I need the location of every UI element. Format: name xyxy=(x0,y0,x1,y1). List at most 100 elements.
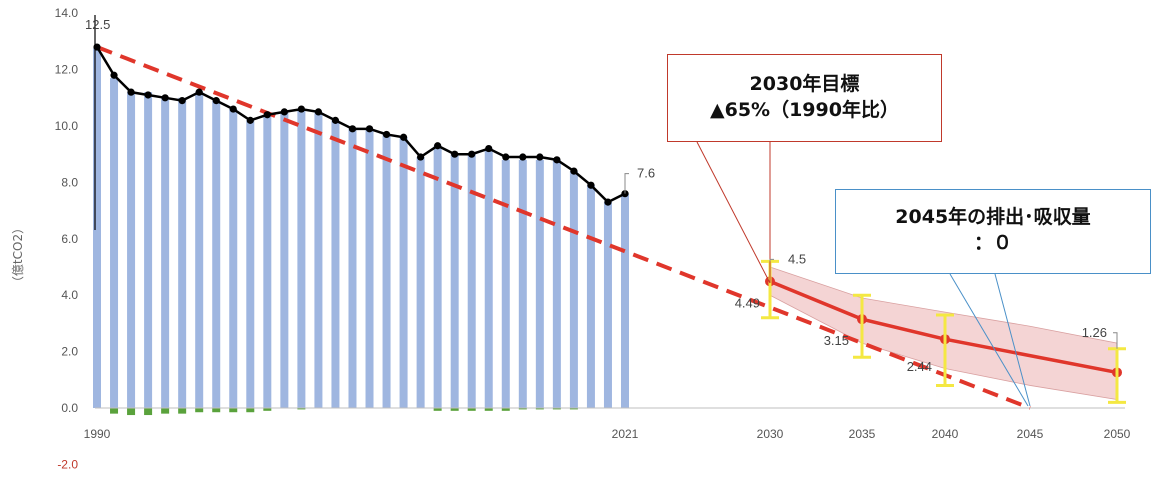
actual-emissions-point xyxy=(382,130,391,139)
emission-bar xyxy=(229,109,238,408)
absorption-bar xyxy=(518,408,527,410)
emission-bar xyxy=(450,154,459,408)
y-tick-label: 0.0 xyxy=(61,401,78,415)
absorption-bar xyxy=(229,408,238,413)
y-tick-label: 8.0 xyxy=(61,175,78,189)
emission-bar xyxy=(161,97,170,409)
emission-bar xyxy=(365,128,374,408)
actual-emissions-point xyxy=(417,153,425,161)
data-label-leader xyxy=(1113,332,1118,349)
x-tick-label: 2045 xyxy=(1017,427,1044,441)
actual-emissions-point xyxy=(468,150,476,158)
actual-emissions-point xyxy=(451,150,459,158)
error-bar xyxy=(853,293,871,359)
absorption-bar xyxy=(535,408,544,410)
actual-emissions-point xyxy=(485,144,493,153)
actual-emissions-point xyxy=(331,116,340,124)
actual-emissions-line xyxy=(95,46,626,204)
absorption-bar xyxy=(127,408,136,416)
absorption-bar xyxy=(144,408,153,416)
data-label: 12.5 xyxy=(85,17,110,32)
y-tick-label: 4.0 xyxy=(61,288,78,302)
actual-emissions-point xyxy=(434,142,442,150)
emission-bar xyxy=(467,154,476,408)
emission-bar xyxy=(484,148,493,408)
actual-emissions-point xyxy=(314,108,323,116)
data-label: 4.5 xyxy=(788,251,806,266)
emission-bar xyxy=(348,128,357,408)
actual-emissions-point xyxy=(144,91,152,99)
data-label: 4.49 xyxy=(735,295,760,310)
actual-emissions-point xyxy=(365,125,374,133)
emission-bar xyxy=(569,171,578,408)
emission-bar xyxy=(212,100,221,409)
absorption-bar xyxy=(195,408,204,413)
actual-emissions-point xyxy=(263,111,271,119)
callout-2030-line1: 2030年目標 xyxy=(749,73,860,95)
data-label: 7.6 xyxy=(637,166,655,181)
emission-bar xyxy=(331,120,340,409)
callout-2045-leader xyxy=(994,273,1031,407)
absorption-bar xyxy=(246,408,255,413)
y-tick-label: 12.0 xyxy=(55,63,79,77)
actual-emissions-point xyxy=(195,88,203,96)
emission-bar xyxy=(280,111,289,409)
emission-bar xyxy=(93,48,101,408)
actual-emissions-point xyxy=(604,198,612,206)
absorption-bar xyxy=(450,408,459,411)
data-label-leader xyxy=(769,258,774,262)
emission-bar xyxy=(382,134,391,408)
absorption-bar xyxy=(297,408,306,410)
target-dashed-line xyxy=(96,45,1031,410)
emission-bar xyxy=(195,92,204,408)
absorption-bar xyxy=(569,408,578,410)
emission-bar xyxy=(110,78,119,408)
emission-bar xyxy=(586,185,595,408)
absorption-bar xyxy=(161,408,170,414)
emission-bar xyxy=(518,159,527,408)
emission-bar xyxy=(263,114,272,408)
absorption-bar xyxy=(212,408,221,413)
error-bar xyxy=(936,313,954,387)
actual-emissions-point xyxy=(229,105,237,113)
callout-2045-line2: ：０ xyxy=(973,232,1012,254)
x-tick-label: 2050 xyxy=(1104,427,1131,441)
absorption-bar xyxy=(433,408,442,411)
callout-2030-target: 2030年目標 ▲65%（1990年比） xyxy=(667,54,942,142)
actual-emissions-point xyxy=(178,97,186,105)
data-label: 3.15 xyxy=(824,333,849,348)
absorption-bar xyxy=(467,408,476,411)
y-tick-label: -2.0 xyxy=(57,457,78,471)
actual-emissions-point xyxy=(93,43,101,51)
x-tick-label: 2040 xyxy=(932,427,959,441)
emission-bar xyxy=(144,92,153,408)
actual-emissions-point xyxy=(399,133,408,141)
actual-emissions-point xyxy=(280,108,288,116)
emission-bar xyxy=(603,202,612,408)
data-label: 2.44 xyxy=(907,359,932,374)
callout-2030-leader xyxy=(696,141,771,284)
data-label: 1.26 xyxy=(1082,325,1107,340)
callout-2045-target: 2045年の排出･吸収量 ：０ xyxy=(835,189,1151,274)
emission-bar xyxy=(314,111,323,409)
actual-emissions-point xyxy=(570,167,578,175)
y-axis-unit-label: （億tCO2） xyxy=(11,222,25,288)
actual-emissions-point xyxy=(553,156,561,164)
emission-bar xyxy=(297,109,306,408)
actual-emissions-point xyxy=(110,71,118,79)
actual-emissions-point xyxy=(519,153,527,161)
y-tick-label: 6.0 xyxy=(61,232,78,246)
emission-bar xyxy=(433,145,442,409)
callout-2030-line2: ▲65%（1990年比） xyxy=(710,99,899,121)
x-tick-label: 2035 xyxy=(849,427,876,441)
actual-emissions-point xyxy=(587,181,595,189)
actual-emissions-point xyxy=(536,153,544,161)
absorption-bar xyxy=(178,408,187,414)
pathway-line xyxy=(769,279,1118,375)
actual-emissions-point xyxy=(297,105,305,113)
emission-bar xyxy=(399,137,408,408)
x-tick-label: 1990 xyxy=(84,427,111,441)
data-label-leader xyxy=(624,173,629,194)
actual-emissions-point xyxy=(161,94,169,102)
